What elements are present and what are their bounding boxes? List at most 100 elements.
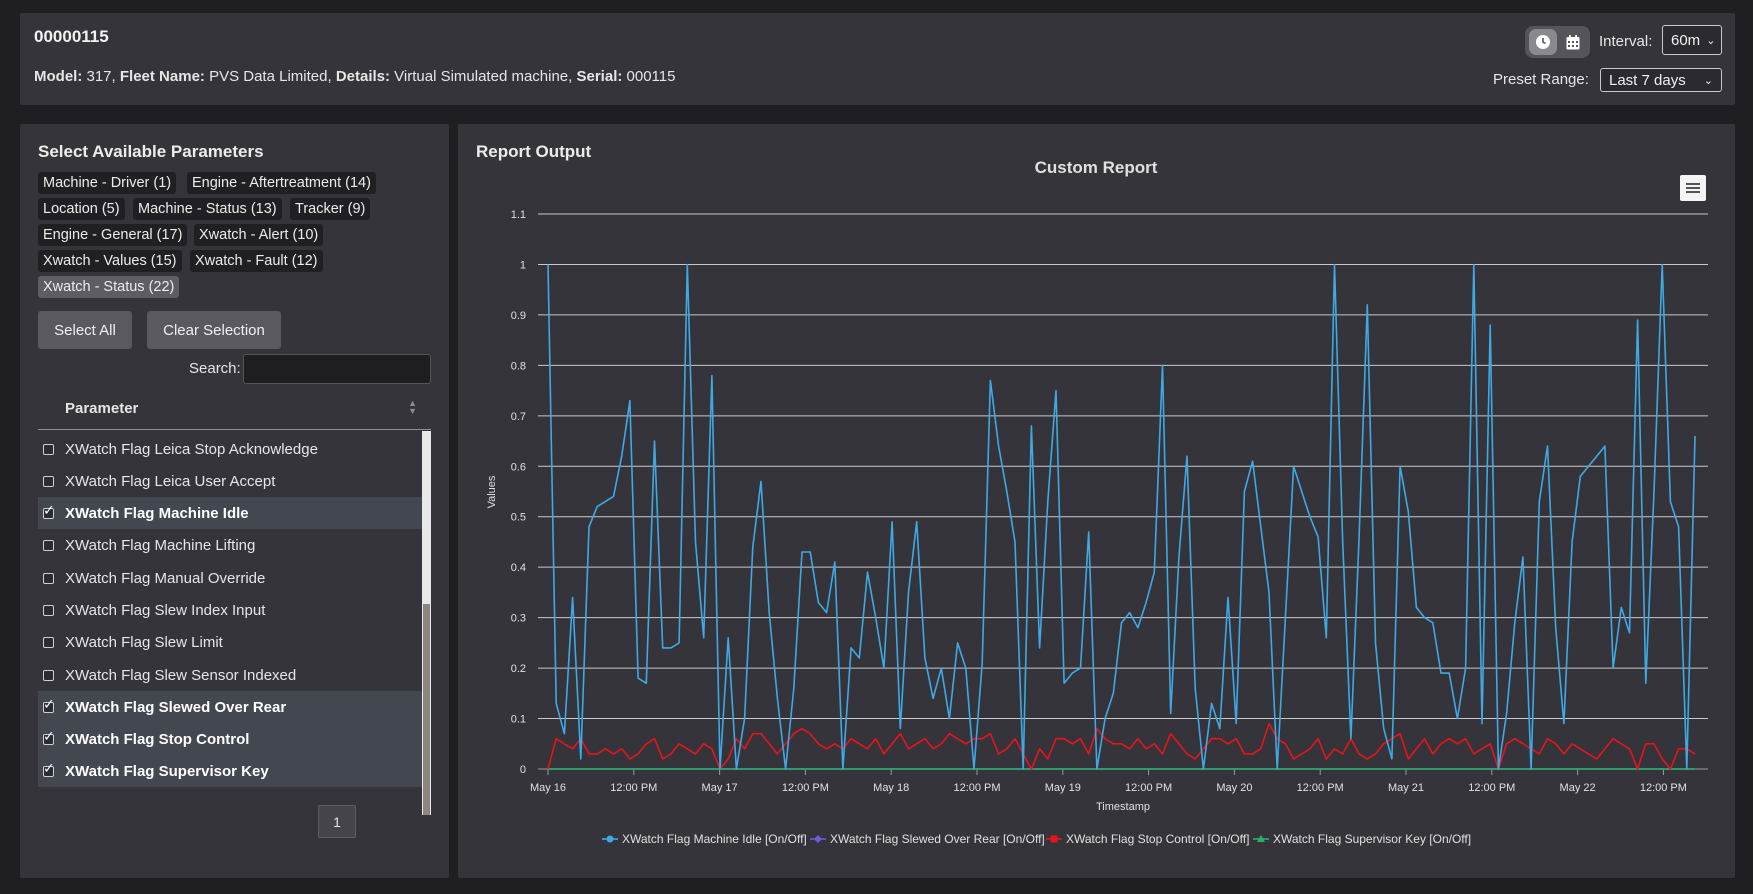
checkbox[interactable]: [43, 444, 54, 455]
checkbox[interactable]: [43, 573, 54, 584]
y-tick-label: 0.8: [511, 360, 526, 372]
category-xwatch-values[interactable]: Xwatch - Values (15): [38, 250, 182, 272]
category-machine-driver[interactable]: Machine - Driver (1): [38, 172, 177, 194]
y-tick-label: 0.9: [511, 310, 526, 322]
category-engine-aftertreatment[interactable]: Engine - Aftertreatment (14): [187, 172, 376, 194]
parameters-title: Select Available Parameters: [38, 142, 264, 161]
x-tick-label: May 20: [1216, 782, 1252, 794]
category-xwatch-alert[interactable]: Xwatch - Alert (10): [194, 224, 324, 246]
y-tick-label: 1: [520, 259, 526, 271]
custom-report-chart: Custom Report 0 0.1 0.2 0.3 0.4 0.5 0.6 0.7 0.8 0.…: [486, 158, 1708, 846]
checkbox[interactable]: [43, 670, 54, 681]
y-tick-label: 0.4: [511, 562, 526, 574]
y-tick-label: 0: [520, 764, 526, 776]
serial-value: 000115: [626, 68, 676, 85]
list-item[interactable]: XWatch Flag Machine Idle: [38, 497, 422, 529]
series-line: [547, 263, 1696, 770]
category-tracker[interactable]: Tracker (9): [290, 198, 371, 220]
details-value: Virtual Simulated machine,: [394, 68, 573, 85]
legend-marker: [1050, 835, 1058, 843]
list-item[interactable]: XWatch Flag Slewed Over Rear: [38, 691, 422, 723]
interval-label: Interval:: [1599, 33, 1653, 50]
interval-select[interactable]: 60m ⌄: [1662, 25, 1722, 55]
list-item-label: XWatch Flag Stop Control: [65, 731, 250, 748]
x-tick-label: May 19: [1045, 782, 1081, 794]
y-axis-label: Values: [486, 475, 498, 508]
preset-range-select[interactable]: Last 7 days ⌄: [1600, 68, 1722, 92]
series-line: [547, 722, 1696, 770]
calendar-icon[interactable]: [1559, 29, 1587, 55]
checkbox[interactable]: [43, 503, 55, 519]
y-tick-label: 0.1: [511, 714, 526, 726]
fleet-value: PVS Data Limited,: [209, 68, 332, 85]
x-tick-label: 12:00 PM: [1640, 782, 1687, 794]
checkbox[interactable]: [43, 697, 55, 713]
x-tick-label: May 16: [530, 782, 566, 794]
list-item-label: XWatch Flag Slew Limit: [65, 634, 223, 651]
category-engine-general[interactable]: Engine - General (17): [38, 224, 188, 246]
legend-marker: [814, 835, 822, 843]
legend-item: XWatch Flag Supervisor Key [On/Off]: [1273, 832, 1471, 846]
x-tick-label: May 21: [1388, 782, 1424, 794]
search-input[interactable]: [243, 354, 431, 384]
list-item[interactable]: XWatch Flag Machine Lifting: [38, 529, 422, 561]
x-tick-label: May 18: [873, 782, 909, 794]
sort-icon: ▲ ▼: [408, 398, 417, 416]
chevron-down-icon: ⌄: [1706, 34, 1716, 47]
category-location[interactable]: Location (5): [38, 198, 125, 220]
parameter-column-header[interactable]: Parameter ▲ ▼: [38, 386, 431, 430]
list-item-label: XWatch Flag Slew Index Input: [65, 602, 266, 619]
fleet-label: Fleet Name:: [119, 68, 205, 85]
select-all-button[interactable]: Select All: [38, 311, 132, 349]
list-item[interactable]: XWatch Flag Stop Control: [38, 723, 422, 755]
report-panel: Report Output Custom Report 0 0.1 0.2 0.3 0.4…: [458, 124, 1735, 878]
search-label: Search:: [189, 360, 241, 377]
x-tick-label: 12:00 PM: [782, 782, 829, 794]
details-label: Details:: [335, 68, 390, 85]
list-item[interactable]: XWatch Flag Leica User Accept: [38, 465, 422, 497]
preset-range-value: Last 7 days: [1609, 71, 1686, 89]
x-tick-label: 12:00 PM: [1125, 782, 1172, 794]
list-item-label: XWatch Flag Supervisor Key: [65, 763, 269, 780]
checkbox[interactable]: [43, 729, 55, 745]
list-item-label: XWatch Flag Slewed Over Rear: [65, 699, 287, 716]
model-label: Model:: [34, 68, 83, 85]
chevron-down-icon: ⌄: [1703, 74, 1713, 87]
page-button-1[interactable]: 1: [318, 805, 356, 838]
x-tick-label: May 22: [1560, 782, 1596, 794]
checkbox[interactable]: [43, 476, 54, 487]
list-item-label: XWatch Flag Leica User Accept: [65, 473, 276, 490]
checkbox[interactable]: [43, 605, 54, 616]
checkbox[interactable]: [43, 761, 55, 777]
category-machine-status[interactable]: Machine - Status (13): [133, 198, 282, 220]
y-tick-label: 0.3: [511, 613, 526, 625]
category-xwatch-status[interactable]: Xwatch - Status (22): [38, 276, 180, 298]
serial-label: Serial:: [576, 68, 623, 85]
interval-value: 60m: [1671, 31, 1701, 49]
model-value: 317,: [86, 68, 116, 85]
list-item[interactable]: XWatch Flag Leica Stop Acknowledge: [38, 433, 422, 465]
parameter-list: XWatch Flag Leica Stop Acknowledge XWatc…: [38, 431, 431, 815]
list-item[interactable]: XWatch Flag Slew Limit: [38, 626, 422, 658]
y-tick-label: 1.1: [511, 209, 526, 221]
parameters-panel: Select Available Parameters Machine - Dr…: [20, 124, 449, 878]
list-item-label: XWatch Flag Machine Lifting: [65, 537, 256, 554]
list-scrollbar[interactable]: [422, 431, 431, 815]
list-item[interactable]: XWatch Flag Slew Index Input: [38, 594, 422, 626]
category-xwatch-fault[interactable]: Xwatch - Fault (12): [190, 250, 323, 272]
x-axis-label: Timestamp: [1096, 801, 1150, 813]
clock-icon[interactable]: [1529, 29, 1557, 55]
list-item-label: XWatch Flag Machine Idle: [65, 505, 249, 522]
legend-marker: [1257, 835, 1265, 842]
list-item[interactable]: XWatch Flag Manual Override: [38, 562, 422, 594]
clear-selection-button[interactable]: Clear Selection: [147, 311, 281, 349]
scrollbar-thumb[interactable]: [423, 604, 430, 815]
list-item[interactable]: XWatch Flag Supervisor Key: [38, 755, 422, 787]
checkbox[interactable]: [43, 540, 54, 551]
y-tick-label: 0.6: [511, 461, 526, 473]
list-item[interactable]: XWatch Flag Slew Sensor Indexed: [38, 659, 422, 691]
hamburger-menu-icon[interactable]: [1680, 175, 1706, 201]
checkbox[interactable]: [43, 637, 54, 648]
y-tick-label: 0.7: [511, 411, 526, 423]
x-tick-label: 12:00 PM: [1468, 782, 1515, 794]
